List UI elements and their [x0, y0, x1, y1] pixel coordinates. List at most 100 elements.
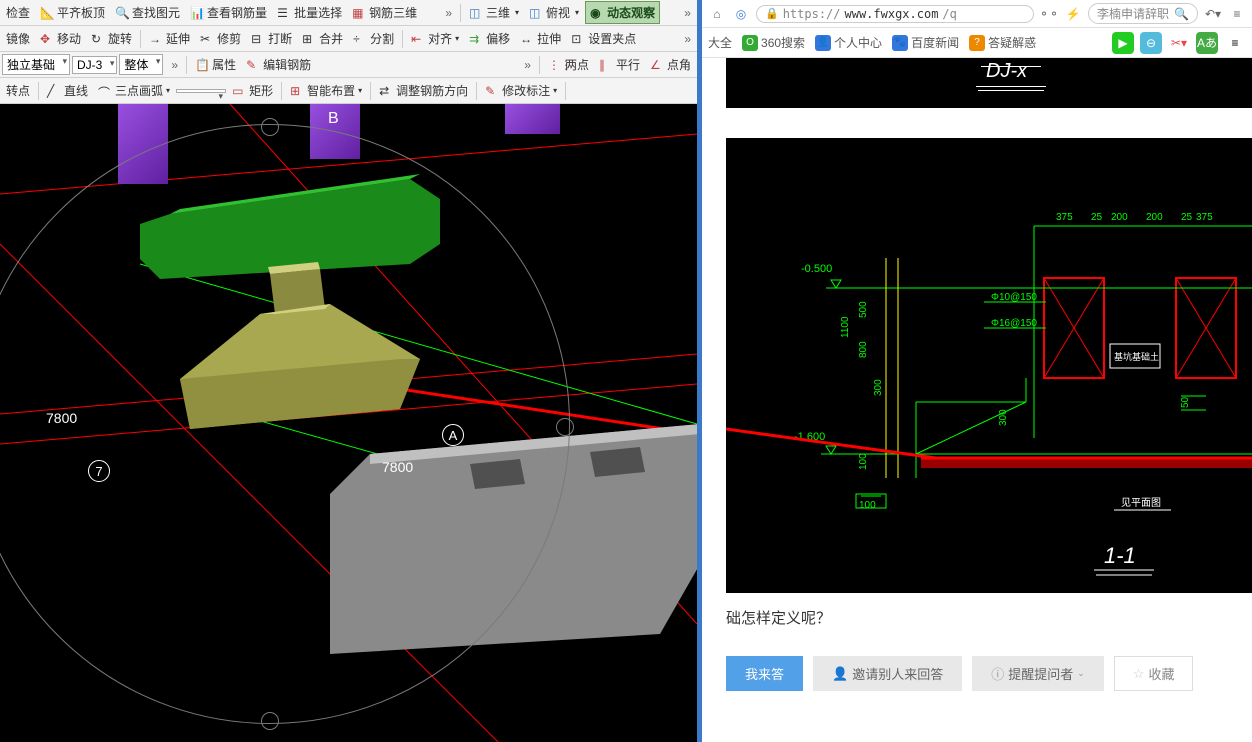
bookmark-personal[interactable]: 👤个人中心: [815, 34, 882, 51]
ext-menu[interactable]: ≡: [1224, 32, 1246, 54]
invite-button[interactable]: 👤邀请别人来回答: [813, 656, 962, 691]
orbit-handle-right[interactable]: [556, 418, 574, 436]
point-angle-label: 点角: [667, 56, 691, 73]
axis-b: B: [328, 110, 339, 128]
overflow-3a[interactable]: »: [167, 58, 182, 72]
bookmark-qa[interactable]: ?答疑解惑: [969, 34, 1036, 51]
extend-icon: →: [149, 32, 163, 46]
edit-rebar-button[interactable]: ✎编辑钢筋: [242, 54, 315, 75]
3d-viewport[interactable]: 7800 7800 A 7 B: [0, 104, 697, 742]
check-button[interactable]: 检查: [2, 2, 34, 23]
answer-button[interactable]: 我来答: [726, 656, 803, 691]
mod-anno-button[interactable]: ✎修改标注▾: [481, 80, 561, 101]
point-angle-button[interactable]: ∠点角: [646, 54, 695, 75]
bolt-icon[interactable]: ⚡: [1064, 5, 1082, 23]
url-host: www.fwxgx.com: [845, 7, 939, 21]
overflow-1[interactable]: »: [441, 6, 456, 20]
url-prefix: https://: [783, 7, 841, 21]
trim-icon: ✂: [200, 32, 214, 46]
stretch-label: 拉伸: [537, 30, 561, 47]
break-icon: ⊟: [251, 32, 265, 46]
trim-button[interactable]: ✂修剪: [196, 28, 245, 49]
bookmark-baidu[interactable]: 🐾百度新闻: [892, 34, 959, 51]
offset-button[interactable]: ⇉偏移: [465, 28, 514, 49]
adj-rebar-label: 调整钢筋方向: [396, 82, 468, 99]
arc3-button[interactable]: ⌒三点画弧▾: [94, 80, 174, 101]
ext-3[interactable]: ✂▾: [1168, 32, 1190, 54]
align-button[interactable]: ⇤对齐▾: [407, 28, 463, 49]
empty-dropdown[interactable]: [176, 89, 226, 93]
remind-button[interactable]: ⓘ提醒提问者⌄: [972, 656, 1104, 691]
foundation-dropdown[interactable]: 独立基础: [2, 54, 70, 75]
dynamic-view-button[interactable]: ◉动态观察: [585, 1, 660, 24]
adj-rebar-button[interactable]: ⇄调整钢筋方向: [375, 80, 472, 101]
whole-dropdown[interactable]: 整体: [119, 54, 163, 75]
cad-application: 检查 📐平齐板顶 🔍查找图元 📊查看钢筋量 ☰批量选择 ▦钢筋三维 » ◫三维▾…: [0, 0, 697, 742]
invite-label: 邀请别人来回答: [852, 664, 943, 683]
move-button[interactable]: ✥移动: [36, 28, 85, 49]
break-button[interactable]: ⊟打断: [247, 28, 296, 49]
undo-icon[interactable]: ↶▾: [1204, 5, 1222, 23]
smart-button[interactable]: ⊞智能布置▾: [286, 80, 366, 101]
rebar-3d-button[interactable]: ▦钢筋三维: [348, 2, 421, 23]
view-dropdown[interactable]: ◫俯视▾: [525, 2, 583, 23]
ext-2[interactable]: ⊖: [1140, 32, 1162, 54]
target-icon[interactable]: ◎: [732, 5, 750, 23]
orbit-handle-bottom[interactable]: [261, 712, 279, 730]
dj3-dropdown[interactable]: DJ-3: [72, 56, 117, 74]
svg-text:375: 375: [1056, 212, 1073, 223]
two-point-button[interactable]: ⋮⋮两点: [544, 54, 593, 75]
overflow-1b[interactable]: »: [680, 6, 695, 20]
home-icon[interactable]: ⌂: [708, 5, 726, 23]
rect-button[interactable]: ▭矩形: [228, 80, 277, 101]
overflow-3b[interactable]: »: [520, 58, 535, 72]
setpt-button[interactable]: ⊡设置夹点: [567, 28, 640, 49]
line-button[interactable]: ╱直线: [43, 80, 92, 101]
toolbar-row-1: 检查 📐平齐板顶 🔍查找图元 📊查看钢筋量 ☰批量选择 ▦钢筋三维 » ◫三维▾…: [0, 0, 697, 26]
3d-dropdown[interactable]: ◫三维▾: [465, 2, 523, 23]
setpt-icon: ⊡: [571, 32, 585, 46]
svg-text:Φ10@150: Φ10@150: [991, 292, 1037, 303]
batch-select-button[interactable]: ☰批量选择: [273, 2, 346, 23]
bookmark-bar: 大全 O360搜索 👤个人中心 🐾百度新闻 ?答疑解惑 ▶ ⊖ ✂▾ Aあ ≡: [702, 28, 1252, 58]
overflow-2[interactable]: »: [680, 32, 695, 46]
ext-4[interactable]: Aあ: [1196, 32, 1218, 54]
separator: [565, 82, 566, 100]
rotate-icon: ↻: [91, 32, 105, 46]
align-top-button[interactable]: 📐平齐板顶: [36, 2, 109, 23]
menu-icon[interactable]: ≡: [1228, 5, 1246, 23]
rotate-button[interactable]: ↻旋转: [87, 28, 136, 49]
attribute-button[interactable]: 📋属性: [191, 54, 240, 75]
url-input[interactable]: 🔒 https://www.fwxgx.com/q: [756, 5, 1034, 23]
find-element-button[interactable]: 🔍查找图元: [111, 2, 184, 23]
view-rebar-button[interactable]: 📊查看钢筋量: [186, 2, 271, 23]
arc3-label: 三点画弧: [115, 82, 163, 99]
parallel-button[interactable]: ∥平行: [595, 54, 644, 75]
share-icon[interactable]: ⚬⚬: [1040, 5, 1058, 23]
stretch-button[interactable]: ↔拉伸: [516, 28, 565, 49]
s360-icon: O: [742, 35, 758, 51]
info-icon: ⓘ: [991, 664, 1004, 683]
extend-button[interactable]: →延伸: [145, 28, 194, 49]
align-icon: 📐: [40, 6, 54, 20]
merge-button[interactable]: ⊞合并: [298, 28, 347, 49]
svg-text:375: 375: [1196, 212, 1213, 223]
pivot-button[interactable]: 转点: [2, 80, 34, 101]
orbit-handle-top[interactable]: [261, 118, 279, 136]
svg-text:25: 25: [1091, 212, 1103, 223]
two-point-label: 两点: [565, 56, 589, 73]
bookmark-all[interactable]: 大全: [708, 34, 732, 51]
smart-label: 智能布置: [307, 82, 355, 99]
mirror-button[interactable]: 镜像: [2, 28, 34, 49]
separator: [281, 82, 282, 100]
mod-anno-label: 修改标注: [502, 82, 550, 99]
smart-icon: ⊞: [290, 84, 304, 98]
ext-1[interactable]: ▶: [1112, 32, 1134, 54]
split-button[interactable]: ÷分割: [349, 28, 398, 49]
favorite-button[interactable]: ☆收藏: [1114, 656, 1194, 691]
separator: [38, 82, 39, 100]
twopt-icon: ⋮⋮: [548, 58, 562, 72]
search-input[interactable]: 李楠申请辞职 🔍: [1088, 3, 1198, 24]
toolbar-row-3: 独立基础 DJ-3 整体 » 📋属性 ✎编辑钢筋 » ⋮⋮两点 ∥平行 ∠点角: [0, 52, 697, 78]
bookmark-360[interactable]: O360搜索: [742, 34, 805, 51]
